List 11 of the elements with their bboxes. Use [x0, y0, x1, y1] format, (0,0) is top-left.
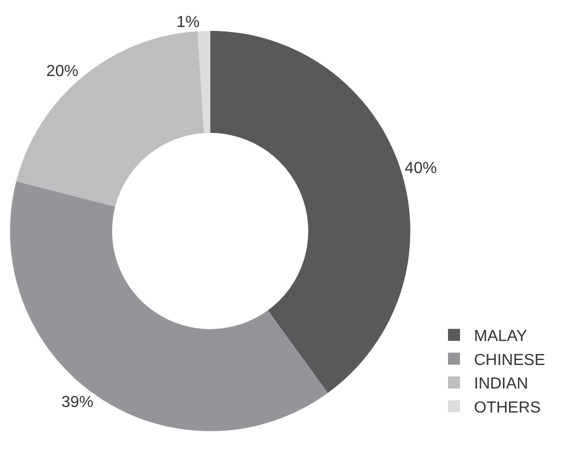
donut-slice — [10, 181, 328, 432]
data-label: 1% — [176, 14, 200, 31]
data-label: 40% — [404, 160, 437, 177]
legend-label: INDIAN — [474, 376, 528, 393]
data-label: 20% — [46, 63, 78, 80]
legend-label: OTHERS — [474, 400, 541, 416]
donut-slice — [198, 30, 210, 134]
legend-label: MALAY — [474, 328, 528, 346]
data-label: 39% — [61, 394, 94, 411]
donut-slice — [16, 31, 204, 207]
legend-label: CHINESE — [474, 352, 546, 369]
